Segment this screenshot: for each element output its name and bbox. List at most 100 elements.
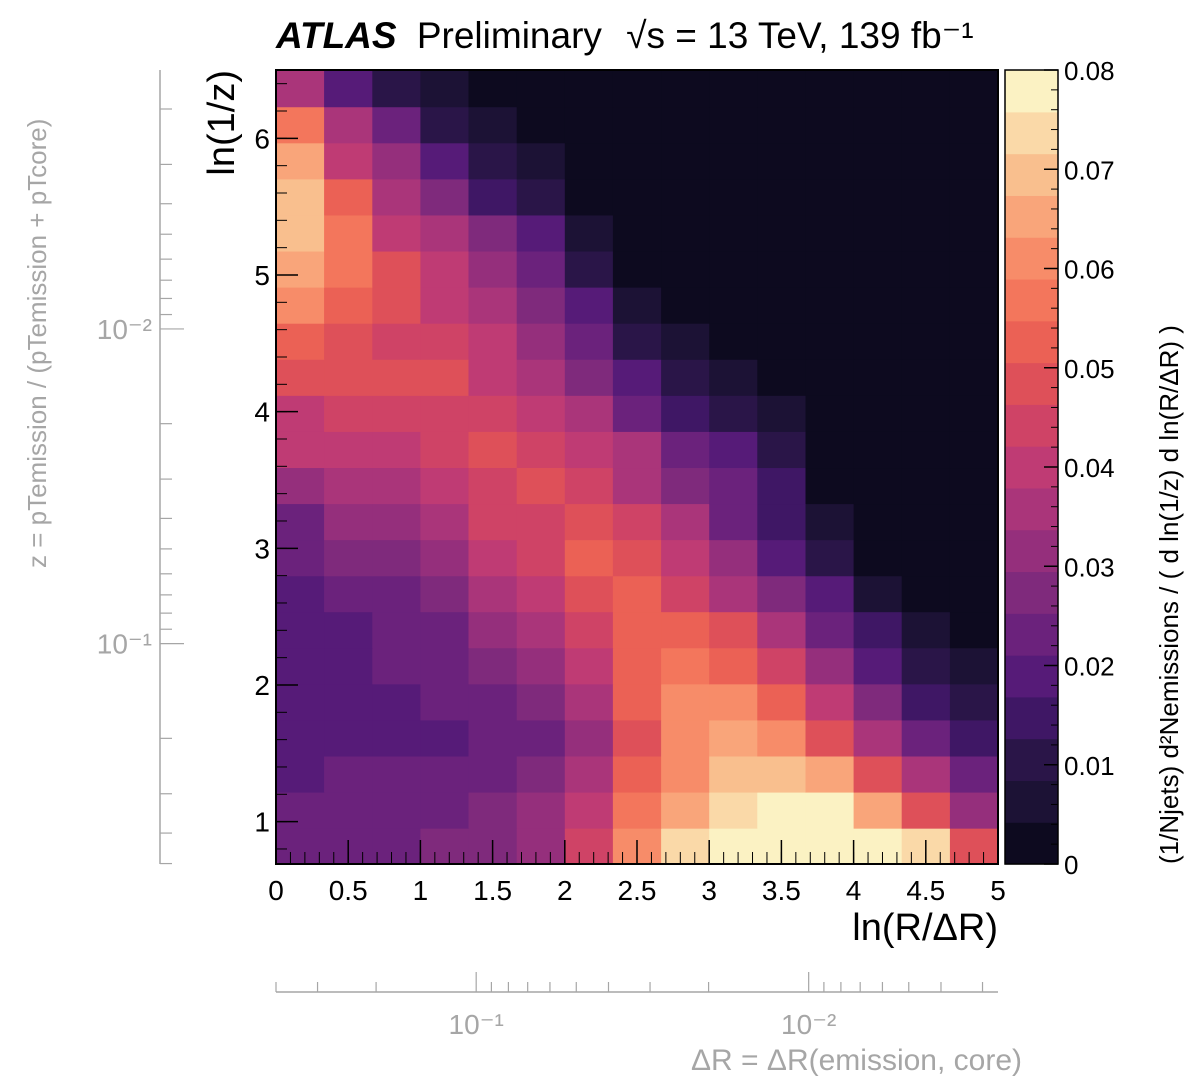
heatmap-cell (276, 214, 325, 252)
heatmap-cell (709, 431, 758, 469)
heatmap-cell (612, 467, 662, 505)
color-tick-label: 0.06 (1064, 255, 1115, 285)
heatmap-cell (276, 467, 325, 505)
heatmap-cell (324, 539, 373, 577)
x-tick-label: 3 (701, 875, 717, 906)
heatmap-cell (420, 575, 470, 613)
heatmap-cell (612, 323, 662, 360)
heatmap-cell (757, 287, 807, 324)
heatmap-cell (661, 611, 710, 649)
heatmap-cell (516, 575, 566, 613)
heatmap-cell (372, 503, 421, 541)
heatmap-cell (709, 467, 758, 505)
heatmap-cell (420, 755, 470, 793)
heatmap-cell (564, 323, 614, 360)
heatmap-cell (853, 142, 903, 180)
color-scale-step (1005, 404, 1058, 447)
heatmap-cell (612, 431, 662, 469)
heatmap-cell (468, 287, 518, 324)
color-scale-step (1005, 780, 1058, 823)
heatmap-cell (420, 359, 470, 396)
heatmap-cell (805, 178, 855, 216)
heatmap-cell (757, 647, 807, 685)
heatmap-cell (757, 142, 807, 180)
heatmap-cell (420, 250, 470, 288)
heatmap-cell (805, 791, 855, 829)
heatmap-cell (276, 70, 325, 108)
heatmap-cell (276, 142, 325, 180)
heatmap-cell (468, 503, 518, 541)
heatmap-cell (853, 431, 903, 469)
heatmap-cell (709, 611, 758, 649)
heatmap-cell (372, 250, 421, 288)
color-scale-step (1005, 696, 1058, 740)
heatmap-cell (468, 647, 518, 685)
color-scale (1005, 70, 1058, 865)
heatmap-cell (276, 575, 325, 613)
heatmap-cell (516, 828, 566, 865)
heatmap-cell (420, 323, 470, 360)
heatmap-cell (516, 611, 566, 649)
heatmap-cell (901, 791, 951, 829)
heatmap-cell (805, 539, 855, 577)
heatmap-cell (468, 214, 518, 252)
heatmap-cell (564, 467, 614, 505)
heatmap-cell (564, 359, 614, 396)
heatmap-cell (420, 70, 470, 108)
heatmap-cell (661, 359, 710, 396)
heatmap-cell (372, 287, 421, 324)
y-tick-label: 4 (254, 397, 270, 428)
color-tick-label: 0 (1064, 850, 1078, 880)
heatmap-cell (372, 323, 421, 360)
heatmap-cell (805, 467, 855, 505)
color-tick-label: 0.07 (1064, 155, 1115, 185)
secondary-y-axis-title: z = pTemission / (pTemission + pTcore) (22, 119, 52, 568)
heatmap-cell (276, 719, 325, 757)
heatmap-cell (949, 683, 999, 721)
heatmap-cell (612, 683, 662, 721)
heatmap-cell (757, 683, 807, 721)
heatmap-cell (853, 683, 903, 721)
heatmap-cell (420, 503, 470, 541)
heatmap-cell (901, 719, 951, 757)
heatmap-cell (901, 611, 951, 649)
heatmap-cell (853, 214, 903, 252)
heatmap-cell (564, 287, 614, 324)
heatmap-cell (901, 467, 951, 505)
color-scale-step (1005, 278, 1058, 322)
heatmap-cell (805, 395, 855, 432)
heatmap-cell (709, 106, 758, 144)
heatmap-cell (709, 287, 758, 324)
heatmap-cell (564, 214, 614, 252)
heatmap-cell (324, 178, 373, 216)
heatmap-cell (372, 178, 421, 216)
heatmap-cell (276, 395, 325, 432)
heatmap-cell (901, 70, 951, 108)
heatmap-cell (709, 359, 758, 396)
heatmap-cell (901, 683, 951, 721)
heatmap-cell (516, 431, 566, 469)
heatmap-cell (276, 647, 325, 685)
heatmap-cell (324, 719, 373, 757)
color-tick-label: 0.05 (1064, 354, 1115, 384)
heatmap-cell (805, 719, 855, 757)
x-tick-label: 0 (268, 875, 284, 906)
heatmap-cell (612, 791, 662, 829)
heatmap-cell (324, 467, 373, 505)
color-scale-step (1005, 237, 1058, 280)
heatmap-cell (853, 755, 903, 793)
heatmap-cell (949, 70, 999, 108)
heatmap-cell (324, 250, 373, 288)
heatmap-cell (709, 323, 758, 360)
heatmap-cell (516, 359, 566, 396)
color-scale-step (1005, 111, 1058, 155)
heatmap-cell (709, 395, 758, 432)
heatmap-cell (276, 755, 325, 793)
heatmap-cell (324, 683, 373, 721)
heatmap-cell (516, 142, 566, 180)
y-tick-label: 1 (254, 807, 270, 838)
heatmap-cell (324, 214, 373, 252)
heatmap-cell (853, 467, 903, 505)
heatmap-cell (661, 647, 710, 685)
heatmap-cell (372, 395, 421, 432)
